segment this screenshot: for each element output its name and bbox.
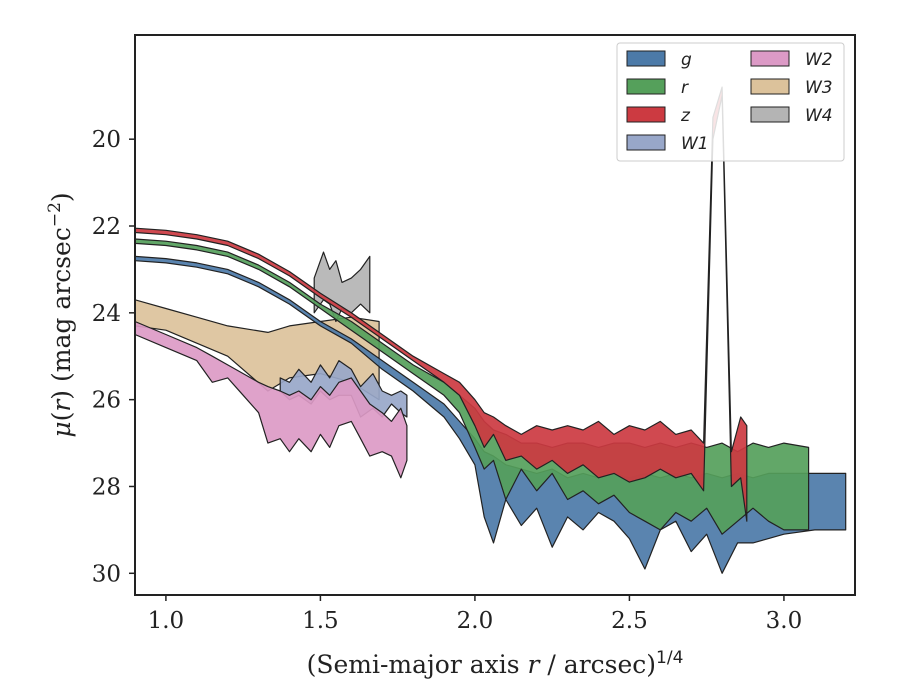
legend-swatch [750,50,790,67]
x-axis: 1.0 1.5 2.0 2.5 3.0 [148,595,803,634]
y-axis-title-var: r [47,398,76,412]
y-tick-label: 26 [92,388,121,414]
x-tick-label: 2.0 [457,608,494,634]
legend-swatch [626,106,666,123]
legend-swatch [626,134,666,151]
y-tick-label: 24 [92,301,121,327]
legend-label: W4 [805,106,833,126]
legend-label: g [681,50,692,70]
legend-item-W3: W3 [750,78,833,98]
legend-box [616,42,845,162]
x-tick-label: 1.0 [148,608,185,634]
x-tick-label: 2.5 [611,608,648,634]
x-axis-title-var: r [528,650,542,679]
legend-item-g: g [626,50,692,70]
x-axis-title-post: / arcsec) [539,650,656,679]
legend-label: r [681,78,689,98]
legend-item-W2: W2 [750,50,833,70]
legend: grz W1 W2 W3 W4 [616,42,845,162]
y-axis-title-mu: μ [47,421,76,437]
legend-item-W4: W4 [750,106,833,126]
band-W2 [135,320,408,479]
legend-label: W2 [805,50,833,70]
legend-swatch [750,78,790,95]
legend-item-z: z [626,106,691,126]
x-axis-title-pre: (Semi-major axis [307,650,528,679]
legend-item-W1: W1 [626,134,709,154]
legend-label: z [680,106,691,126]
axes-frame [134,34,856,596]
x-axis-title: (Semi-major axis r / arcsec)1/4 [307,648,684,679]
y-axis-title-open: ( [47,412,76,422]
y-axis: 20 22 24 26 28 30 [92,127,135,587]
y-axis-title-close: ) [47,390,76,400]
band-z [135,86,748,522]
y-axis-title-sup: −2 [45,202,65,227]
y-tick-label: 28 [92,474,121,500]
band-g [135,255,847,574]
legend-swatch [750,106,790,123]
y-tick-label: 20 [92,127,121,153]
y-tick-label: 22 [92,214,121,240]
plot-area [135,86,847,574]
x-tick-label: 3.0 [766,608,803,634]
legend-item-r: r [626,78,689,98]
legend-label: W1 [681,134,709,154]
y-axis-title: μ(r) (mag arcsec−2) [45,192,76,437]
legend-label: W3 [805,78,833,98]
y-tick-label: 30 [92,561,121,587]
y-axis-title-unit: (mag arcsec [47,227,76,390]
legend-swatch [626,78,666,95]
x-tick-label: 1.5 [302,608,339,634]
legend-swatch [626,50,666,67]
y-axis-title-end: ) [47,192,76,202]
x-axis-title-sup: 1/4 [656,648,683,668]
